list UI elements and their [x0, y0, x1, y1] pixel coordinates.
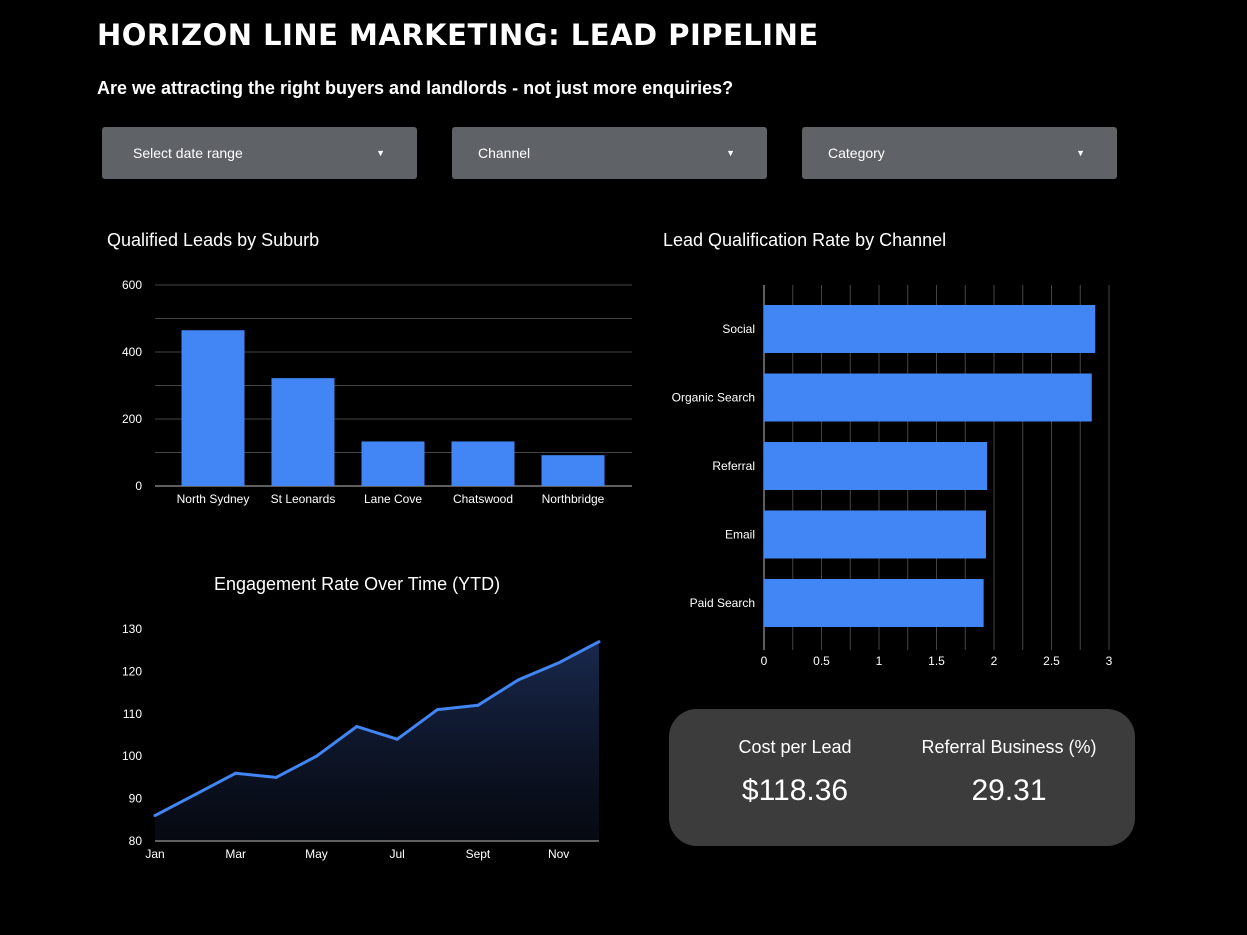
bar	[181, 330, 245, 486]
bar	[361, 441, 425, 486]
kpi-cost-per-lead: Cost per Lead $118.36	[695, 737, 895, 808]
y-tick-label: 200	[122, 412, 142, 426]
x-tick-label: Lane Cove	[364, 492, 422, 506]
kpi-referral-business: Referral Business (%) 29.31	[909, 737, 1109, 808]
kpi-value: $118.36	[741, 774, 849, 807]
data-point	[436, 708, 440, 712]
x-tick-label: Jan	[145, 847, 164, 861]
bar	[764, 579, 984, 627]
y-tick-label: 130	[122, 622, 142, 636]
x-tick-label: 1.5	[928, 654, 945, 668]
x-tick-label: 3	[1106, 654, 1113, 668]
page-subtitle: Are we attracting the right buyers and l…	[97, 78, 734, 98]
y-tick-label: 80	[129, 834, 143, 848]
x-tick-label: May	[305, 847, 328, 861]
page-title: HORIZON LINE MARKETING: LEAD PIPELINE	[97, 18, 819, 52]
data-point	[193, 792, 197, 796]
x-tick-label: 1	[876, 654, 883, 668]
data-point	[597, 640, 601, 644]
bar	[541, 455, 605, 486]
data-point	[355, 725, 359, 729]
caret-down-icon: ▼	[726, 148, 735, 158]
data-point	[274, 775, 278, 779]
y-tick-label: Organic Search	[672, 391, 755, 405]
data-point	[314, 754, 318, 758]
category-label: Category	[828, 145, 885, 161]
data-point	[516, 678, 520, 682]
data-point	[153, 814, 157, 818]
data-point	[557, 661, 561, 665]
x-tick-label: Chatswood	[453, 492, 513, 506]
bar	[764, 305, 1096, 353]
kpi-label: Referral Business (%)	[921, 737, 1097, 757]
engagement-chart-title: Engagement Rate Over Time (YTD)	[214, 574, 501, 594]
x-tick-label: 0.5	[813, 654, 830, 668]
channel-dropdown[interactable]: Channel ▼	[452, 127, 767, 179]
x-tick-label: St Leonards	[271, 492, 336, 506]
x-tick-label: Nov	[548, 847, 569, 861]
bar	[764, 510, 986, 559]
data-point	[234, 771, 238, 775]
kpi-label: Cost per Lead	[738, 737, 852, 757]
y-tick-label: 110	[123, 707, 142, 721]
y-tick-label: Email	[725, 528, 755, 542]
y-tick-label: 120	[122, 664, 142, 678]
caret-down-icon: ▼	[1076, 148, 1085, 158]
bar	[764, 373, 1092, 422]
date-range-dropdown[interactable]: Select date range ▼	[102, 127, 417, 179]
channel-chart-title: Lead Qualification Rate by Channel	[663, 230, 947, 250]
x-tick-label: 0	[761, 654, 768, 668]
x-tick-label: Sept	[466, 847, 491, 861]
kpi-value: 29.31	[971, 774, 1047, 807]
y-tick-label: 0	[135, 479, 142, 493]
series-line	[154, 640, 600, 817]
data-point	[395, 737, 399, 741]
channel-label: Channel	[478, 145, 531, 161]
x-tick-label: Northbridge	[542, 492, 605, 506]
x-tick-label: Mar	[225, 847, 246, 861]
y-tick-label: Paid Search	[690, 596, 755, 610]
kpi-card: Cost per Lead $118.36 Referral Business …	[669, 709, 1135, 846]
caret-down-icon: ▼	[376, 148, 385, 158]
y-tick-label: 100	[122, 749, 142, 763]
date-range-label: Select date range	[133, 145, 243, 161]
y-tick-label: 90	[129, 792, 143, 806]
y-tick-label: Social	[722, 322, 755, 336]
x-tick-label: 2	[991, 654, 998, 668]
x-tick-label: North Sydney	[177, 492, 250, 506]
x-tick-label: 2.5	[1043, 654, 1060, 668]
y-tick-label: 400	[122, 345, 142, 359]
y-tick-label: Referral	[712, 459, 755, 473]
y-tick-label: 600	[122, 278, 142, 292]
suburb-chart-title: Qualified Leads by Suburb	[107, 230, 320, 250]
data-point	[476, 703, 480, 707]
bar	[764, 442, 988, 490]
area-fill	[155, 641, 599, 841]
bar	[451, 441, 515, 486]
bar	[271, 378, 335, 486]
category-dropdown[interactable]: Category ▼	[802, 127, 1117, 179]
x-tick-label: Jul	[390, 847, 405, 861]
